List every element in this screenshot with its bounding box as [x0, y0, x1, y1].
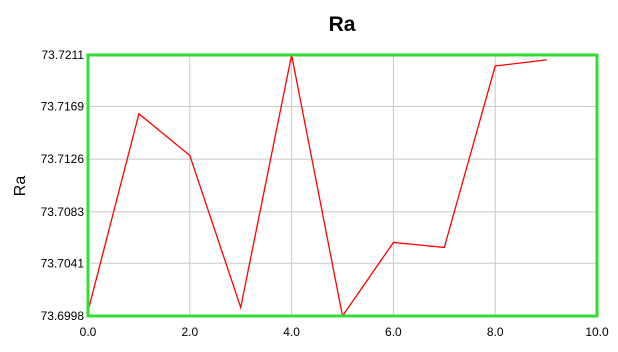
- series-line-0: [87, 54, 547, 318]
- y-tick-label: 73.7169: [41, 99, 85, 113]
- grid: [87, 54, 598, 317]
- data-point: [392, 241, 394, 244]
- y-tick-label: 73.7211: [42, 48, 85, 62]
- plot-frame: [86, 53, 599, 318]
- data-point: [494, 65, 496, 67]
- x-tick-label: 4.0: [283, 325, 300, 339]
- x-tick-label: 10.0: [585, 325, 609, 339]
- x-tick-label: 2.0: [181, 325, 198, 339]
- chart-title: Ra: [329, 13, 356, 36]
- y-tick-label: 73.7083: [41, 205, 85, 219]
- y-tick-label: 73.7126: [41, 152, 85, 166]
- y-tick-label: 73.6998: [41, 309, 85, 323]
- x-tick-label: 0.0: [80, 325, 97, 339]
- y-tick-label: 73.7041: [41, 256, 85, 270]
- x-axis-ticks: 0.0 2.0 4.0 6.0 8.0 10.0: [80, 325, 609, 339]
- y-axis-ticks: 73.6998 73.7041 73.7083 73.7126 73.7169 73.72…: [41, 48, 85, 323]
- data-point: [240, 306, 242, 309]
- data-point: [545, 59, 547, 61]
- data-point: [443, 246, 445, 248]
- series-layer: [87, 54, 547, 318]
- x-tick-label: 6.0: [385, 325, 402, 339]
- data-point: [189, 154, 191, 157]
- x-tick-label: 8.0: [487, 325, 504, 339]
- y-axis-label: Ra: [12, 176, 29, 197]
- data-point: [138, 113, 140, 115]
